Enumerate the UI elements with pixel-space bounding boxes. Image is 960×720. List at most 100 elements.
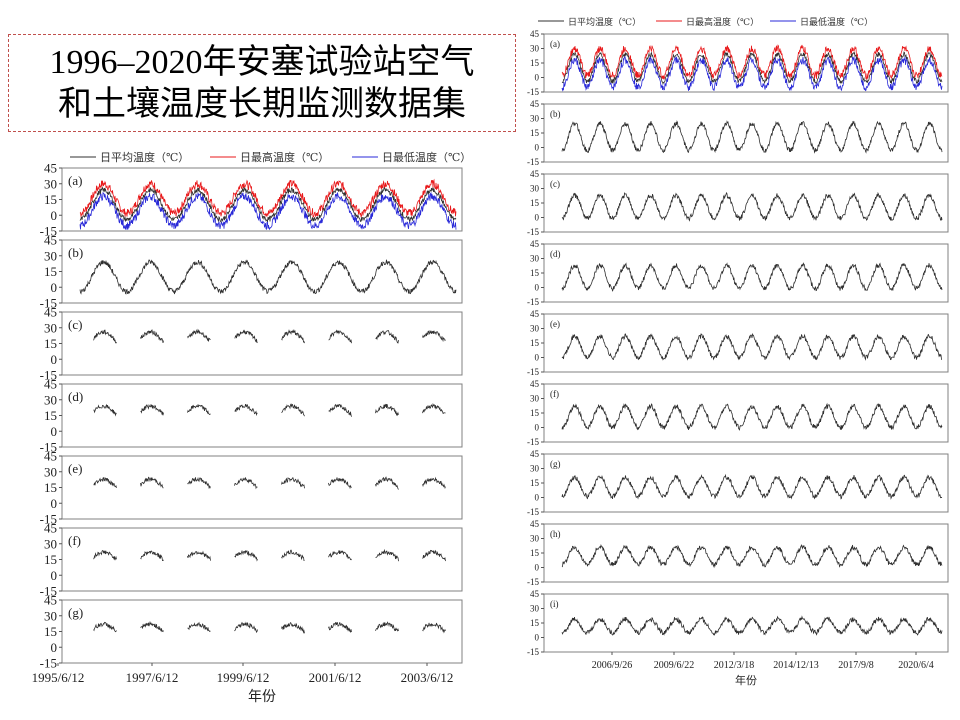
y-tick-label: 0 — [535, 213, 540, 223]
y-tick-label: 15 — [530, 268, 540, 278]
y-tick-label: 15 — [530, 338, 540, 348]
panel-frame — [61, 527, 463, 592]
panel-label: (e) — [550, 319, 560, 329]
y-tick-label: 0 — [535, 423, 540, 433]
y-tick-label: 30 — [530, 464, 540, 474]
y-tick-label: 15 — [44, 264, 57, 279]
series-avg — [281, 477, 305, 489]
series-avg — [328, 621, 352, 633]
x-tick-label: 2020/6/4 — [898, 660, 934, 671]
series-max — [79, 178, 457, 218]
y-tick-label: 45 — [530, 589, 540, 599]
series-avg — [422, 622, 446, 634]
y-tick-label: 45 — [530, 29, 540, 39]
y-tick-label: -15 — [527, 647, 539, 657]
y-tick-label: 45 — [530, 519, 540, 529]
y-tick-label: 15 — [44, 408, 57, 423]
x-tick-label: 1995/6/12 — [32, 670, 85, 685]
panel-label: (a) — [68, 173, 82, 188]
y-tick-label: 30 — [530, 114, 540, 124]
x-tick-label: 2003/6/12 — [401, 670, 454, 685]
series-max — [561, 44, 943, 81]
y-tick-label: 15 — [530, 58, 540, 68]
series-avg — [328, 403, 352, 417]
y-tick-label: 15 — [44, 336, 57, 351]
series-avg — [561, 544, 943, 569]
y-tick-label: -15 — [527, 297, 539, 307]
series-avg — [93, 621, 117, 633]
y-tick-label: 45 — [530, 169, 540, 179]
series-avg — [187, 476, 211, 490]
series-avg — [328, 329, 352, 344]
y-tick-label: 30 — [530, 604, 540, 614]
x-tick-label: 2012/3/18 — [714, 660, 755, 671]
left-chart: 日平均温度（℃） 日最高温度（℃） 日最低温度（℃）4530150-15(a)453… — [32, 150, 470, 705]
y-tick-label: -15 — [527, 367, 539, 377]
title-line-1: 1996–2020年安塞试验站空气 — [49, 44, 475, 81]
series-avg — [375, 403, 399, 417]
y-tick-label: 0 — [535, 633, 540, 643]
y-tick-label: -15 — [40, 656, 57, 671]
right-chart: 日平均温度（℃） 日最高温度（℃） 日最低温度（℃） 45 30 15 0 -15 (a) 45 3… — [527, 16, 949, 687]
panel-frame — [61, 455, 463, 520]
series-avg — [375, 548, 399, 562]
series-avg — [187, 621, 211, 632]
series-avg — [422, 402, 446, 414]
y-tick-label: 30 — [530, 184, 540, 194]
title-box: 1996–2020年安塞试验站空气 和土壤温度长期监测数据集 — [8, 34, 516, 132]
y-tick-label: -15 — [40, 296, 57, 311]
y-tick-label: -15 — [527, 157, 539, 167]
y-tick-label: 15 — [530, 618, 540, 628]
legend-label-max: 日最高温度（℃） — [240, 150, 329, 164]
y-tick-label: -15 — [40, 440, 57, 455]
panel-label: (d) — [68, 389, 83, 404]
y-tick-label: 0 — [535, 143, 540, 153]
y-tick-label: 30 — [530, 44, 540, 54]
y-tick-label: -15 — [527, 227, 539, 237]
panel-label: (f) — [68, 533, 81, 548]
panel-label: (i) — [550, 599, 559, 609]
y-tick-label: 0 — [535, 353, 540, 363]
panel-label: (g) — [68, 605, 83, 620]
panel-label: (b) — [550, 109, 561, 119]
y-tick-label: -15 — [40, 584, 57, 599]
y-tick-label: -15 — [527, 437, 539, 447]
series-avg — [140, 476, 164, 489]
legend-label-min: 日最低温度（℃） — [800, 16, 873, 27]
panel-label: (c) — [550, 179, 560, 189]
series-avg — [281, 328, 305, 344]
y-tick-label: 0 — [535, 493, 540, 503]
panel-frame — [61, 383, 463, 448]
y-tick-label: 0 — [51, 424, 58, 439]
y-tick-label: 45 — [44, 521, 57, 536]
x-tick-label: 2006/9/26 — [592, 660, 633, 671]
y-tick-label: 30 — [44, 248, 57, 263]
series-avg — [187, 328, 211, 342]
y-tick-label: 45 — [530, 239, 540, 249]
y-tick-label: 30 — [44, 608, 57, 623]
y-tick-label: 15 — [44, 480, 57, 495]
legend-label-max: 日最高温度（℃） — [686, 16, 759, 27]
title-line-2: 和土壤温度长期监测数据集 — [58, 86, 466, 123]
series-avg — [422, 330, 446, 343]
x-tick-label: 1997/6/12 — [126, 670, 179, 685]
y-tick-label: 45 — [44, 449, 57, 464]
y-tick-label: 15 — [530, 478, 540, 488]
y-tick-label: 0 — [51, 352, 58, 367]
series-avg — [422, 476, 446, 489]
series-avg — [561, 120, 943, 154]
y-tick-label: 15 — [530, 408, 540, 418]
x-tick-label: 2001/6/12 — [309, 670, 362, 685]
y-tick-label: 30 — [530, 324, 540, 334]
y-tick-label: -15 — [527, 507, 539, 517]
panel-frame — [61, 239, 463, 304]
y-tick-label: 15 — [44, 192, 57, 207]
series-avg — [234, 403, 258, 417]
series-avg — [561, 402, 943, 431]
series-avg — [234, 621, 258, 634]
legend-label-avg: 日平均温度（℃） — [568, 16, 641, 27]
y-tick-label: -15 — [40, 224, 57, 239]
series-avg — [422, 549, 446, 562]
series-avg — [375, 476, 399, 490]
y-tick-label: 15 — [44, 624, 57, 639]
